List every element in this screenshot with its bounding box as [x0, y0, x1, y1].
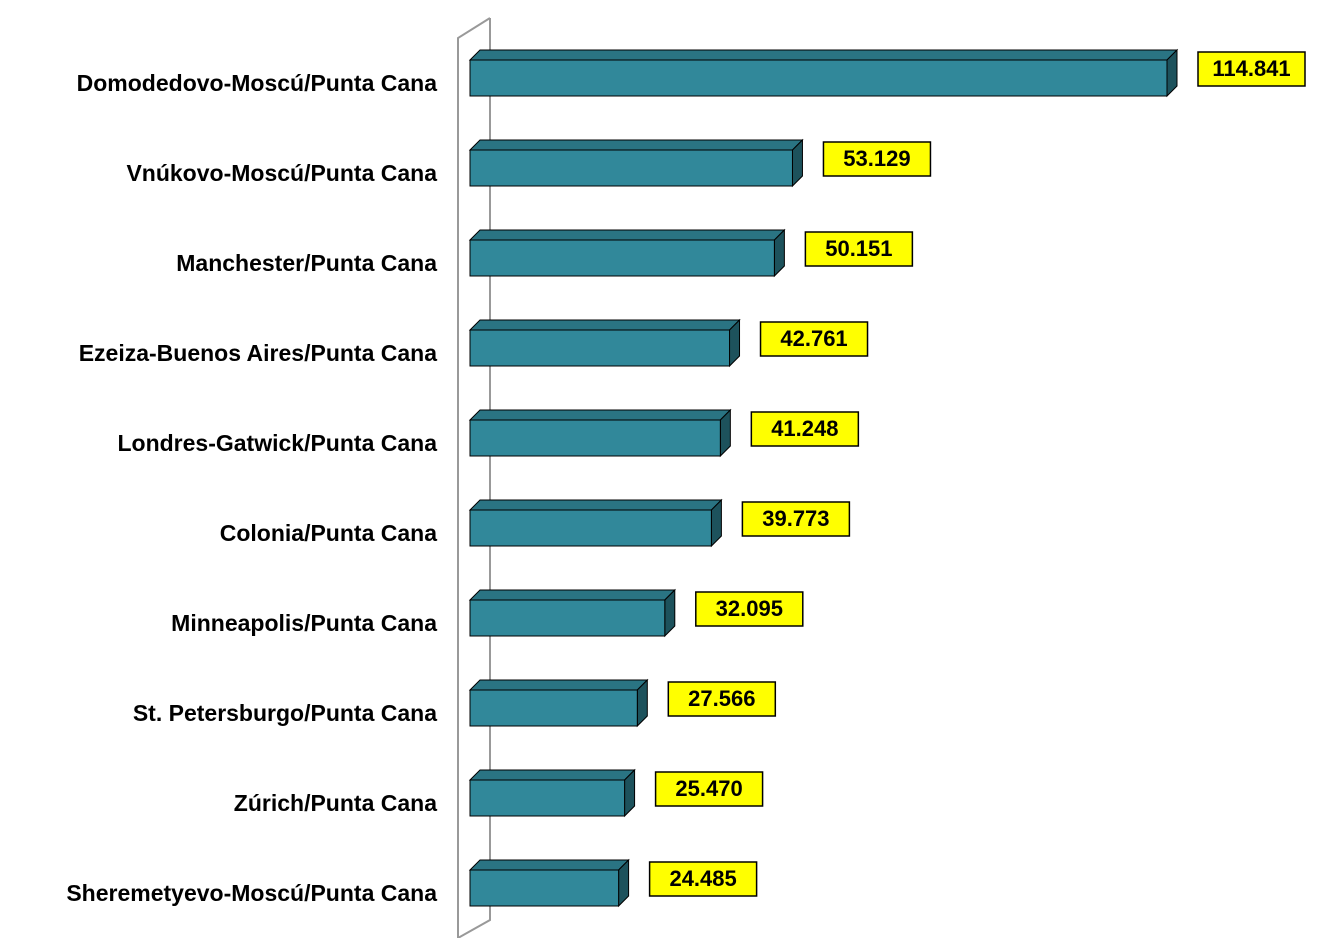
value-label-box [648, 861, 758, 897]
value-label: 39.773 [762, 506, 829, 531]
bar [469, 59, 1168, 97]
category-label: Colonia/Punta Cana [220, 520, 437, 546]
bar-top [468, 139, 804, 151]
bar-top [468, 679, 649, 691]
category-label: Sheremetyevo-Moscú/Punta Cana [66, 880, 437, 906]
value-label: 27.566 [688, 686, 755, 711]
value-label: 32.095 [716, 596, 783, 621]
value-label-box [654, 771, 764, 807]
value-label: 42.761 [780, 326, 847, 351]
bar-top [468, 499, 723, 511]
value-label: 114.841 [1212, 56, 1290, 81]
category-label: Minneapolis/Punta Cana [171, 610, 437, 636]
category-label: Zúrich/Punta Cana [234, 790, 437, 816]
value-label-box [750, 411, 860, 447]
value-label: 50.151 [825, 236, 892, 261]
bar-top [468, 49, 1179, 61]
bar-top [468, 409, 732, 421]
bar [469, 149, 793, 187]
value-label-box [1197, 51, 1306, 87]
bar [469, 419, 721, 457]
value-label: 24.485 [669, 866, 736, 891]
value-label-box [695, 591, 804, 627]
value-label-box [804, 231, 914, 267]
bar [469, 239, 775, 277]
category-label: Londres-Gatwick/Punta Cana [117, 430, 437, 456]
bar [469, 869, 620, 907]
value-label: 25.470 [675, 776, 742, 801]
value-label: 53.129 [843, 146, 910, 171]
bar-top [468, 859, 630, 871]
value-label: 41.248 [771, 416, 838, 441]
axis-wall-back [457, 18, 491, 938]
bar-top [468, 229, 786, 241]
bar-top [468, 589, 677, 601]
bar [469, 509, 712, 547]
value-label-box [741, 501, 851, 537]
bar [469, 599, 666, 637]
bar [469, 779, 626, 817]
value-label-box [667, 681, 777, 717]
category-label: Domodedovo-Moscú/Punta Cana [77, 70, 438, 96]
category-label: Ezeiza-Buenos Aires/Punta Cana [79, 340, 438, 366]
bar [469, 689, 638, 727]
category-label: St. Petersburgo/Punta Cana [133, 700, 437, 726]
bar [469, 329, 731, 367]
value-label-box [759, 321, 869, 357]
bar-top [468, 319, 741, 331]
category-label: Vnúkovo-Moscú/Punta Cana [126, 160, 437, 186]
value-label-box [822, 141, 932, 177]
axis-wall [457, 17, 491, 938]
category-label: Manchester/Punta Cana [176, 250, 437, 276]
bar-top [468, 769, 636, 781]
